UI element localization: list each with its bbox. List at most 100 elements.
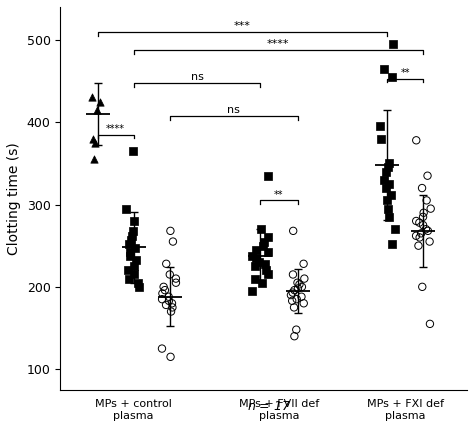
Point <box>262 267 270 274</box>
Point <box>252 263 259 270</box>
Point <box>167 354 174 360</box>
Point <box>132 257 139 264</box>
Y-axis label: Clotting time (s): Clotting time (s) <box>7 142 21 255</box>
Point <box>134 279 142 286</box>
Point <box>258 279 265 286</box>
Point <box>390 41 397 48</box>
Point <box>385 181 393 187</box>
Text: ****: **** <box>267 39 290 49</box>
Point <box>377 135 384 142</box>
Point <box>127 249 134 256</box>
Point <box>290 304 298 311</box>
Point <box>127 237 135 244</box>
Point <box>260 242 267 249</box>
Point <box>426 321 434 327</box>
Point <box>90 135 97 142</box>
Point <box>301 275 308 282</box>
Point <box>162 301 170 308</box>
Point <box>172 279 180 286</box>
Point <box>130 263 138 270</box>
Point <box>298 283 306 290</box>
Point <box>169 238 177 245</box>
Point <box>124 267 131 274</box>
Point <box>251 275 259 282</box>
Point <box>289 271 297 278</box>
Point <box>90 156 98 163</box>
Point <box>260 238 267 245</box>
Point <box>253 255 260 262</box>
Point <box>158 345 166 352</box>
Point <box>415 242 422 249</box>
Point <box>91 140 99 146</box>
Point <box>261 260 269 267</box>
Point <box>158 296 166 303</box>
Point <box>165 297 173 304</box>
Point <box>129 227 137 234</box>
Point <box>136 283 143 290</box>
Point <box>419 214 427 220</box>
Text: **: ** <box>400 68 410 78</box>
Point <box>257 226 265 233</box>
Point <box>384 205 392 212</box>
Point <box>419 222 427 229</box>
Point <box>255 259 263 265</box>
Text: ***: *** <box>234 21 251 31</box>
Point <box>290 227 297 234</box>
Point <box>288 297 296 304</box>
Point <box>132 245 139 252</box>
Point <box>427 205 435 212</box>
Point <box>300 260 307 267</box>
Point <box>412 232 420 239</box>
Point <box>387 191 394 198</box>
Point <box>125 275 132 282</box>
Point <box>412 217 420 224</box>
Point <box>289 289 296 296</box>
Point <box>294 285 302 292</box>
Point <box>419 283 426 290</box>
Point <box>418 184 426 191</box>
Point <box>172 275 180 282</box>
Point <box>169 304 176 311</box>
Point <box>412 137 420 144</box>
Point <box>129 148 137 155</box>
Point <box>163 260 170 267</box>
Point <box>264 249 272 256</box>
Point <box>384 164 392 171</box>
Point <box>420 209 428 216</box>
Point <box>424 172 431 179</box>
Point <box>422 226 430 233</box>
Point <box>131 217 138 224</box>
Point <box>264 172 272 179</box>
Point <box>382 184 390 191</box>
Point <box>249 288 256 294</box>
Point <box>383 197 391 204</box>
Text: ns: ns <box>191 72 203 82</box>
Point <box>160 283 167 290</box>
Point <box>125 241 133 247</box>
Point <box>167 227 174 234</box>
Point <box>388 74 396 80</box>
Point <box>252 247 260 253</box>
Point <box>168 300 176 307</box>
Text: **: ** <box>274 190 284 199</box>
Point <box>291 333 298 340</box>
Text: $n$ = 17: $n$ = 17 <box>247 401 292 413</box>
Point <box>376 123 383 130</box>
Point <box>382 168 390 175</box>
Point <box>298 293 305 300</box>
Point <box>130 271 137 278</box>
Point <box>381 65 388 72</box>
Point <box>294 279 301 286</box>
Point <box>264 271 272 278</box>
Text: ****: **** <box>106 124 125 134</box>
Point <box>293 296 301 303</box>
Point <box>296 281 303 288</box>
Point <box>96 98 104 105</box>
Point <box>264 234 272 241</box>
Point <box>417 230 425 237</box>
Point <box>388 241 396 247</box>
Point <box>126 253 134 260</box>
Point <box>287 291 295 298</box>
Point <box>166 271 173 278</box>
Point <box>291 287 298 294</box>
